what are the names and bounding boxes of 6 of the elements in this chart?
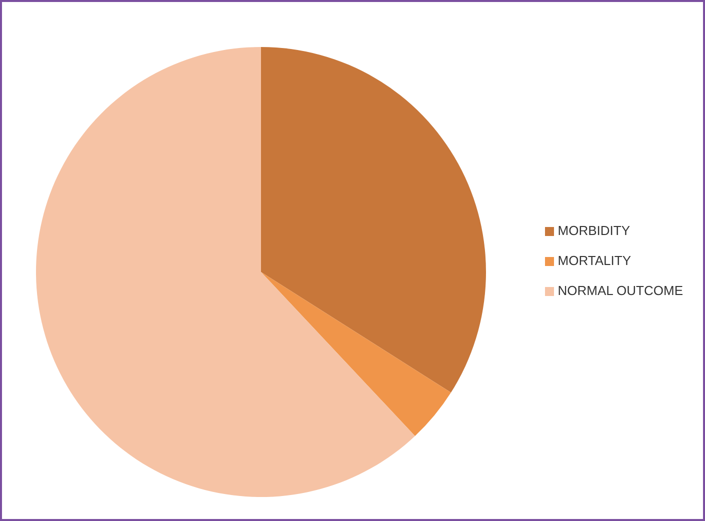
- pie-slice: [36, 47, 416, 497]
- legend-label: MORBIDITY: [558, 222, 630, 238]
- pie-slice: [261, 47, 486, 393]
- legend-label: NORMAL OUTCOME: [558, 282, 683, 298]
- pie-slice: [261, 272, 451, 436]
- legend-label: MORTALITY: [558, 252, 631, 268]
